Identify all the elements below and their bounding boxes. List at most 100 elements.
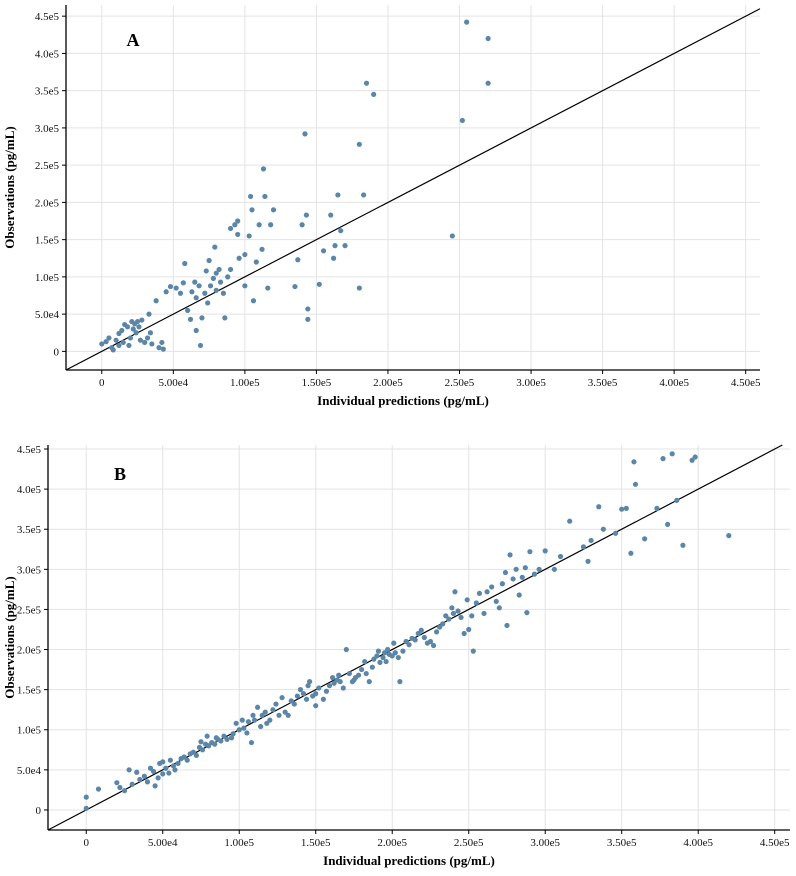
data-point <box>299 222 305 228</box>
y-tick-label: 1.5e5 <box>35 235 60 247</box>
data-point <box>225 274 231 280</box>
data-point <box>136 324 142 330</box>
data-point <box>395 654 401 661</box>
data-point <box>212 244 218 250</box>
data-point <box>246 233 252 239</box>
data-point <box>235 218 241 224</box>
data-point <box>120 339 126 346</box>
data-point <box>342 243 348 249</box>
data-point <box>294 693 300 699</box>
data-point <box>338 228 344 234</box>
data-point <box>155 775 161 781</box>
data-point <box>216 266 222 273</box>
data-point <box>147 330 154 336</box>
data-point <box>163 289 169 295</box>
data-point <box>163 765 169 771</box>
data-point <box>430 642 437 649</box>
x-axis-title: Individual predictions (pg/mL) <box>317 393 489 408</box>
data-point <box>484 589 490 595</box>
data-point <box>285 712 291 718</box>
data-point <box>680 542 686 548</box>
data-point <box>297 687 304 693</box>
y-axis-title: Observations (pg/mL) <box>2 576 17 698</box>
data-point <box>692 454 698 460</box>
data-point <box>83 794 89 800</box>
data-point <box>366 679 372 685</box>
data-point <box>383 658 389 665</box>
data-point <box>628 550 634 556</box>
data-point <box>116 342 122 349</box>
data-point <box>146 311 152 317</box>
data-point <box>103 339 109 345</box>
x-tick-label: 2.50e5 <box>445 377 475 389</box>
data-point <box>166 770 172 776</box>
data-point <box>220 290 227 296</box>
data-point <box>363 670 369 677</box>
y-tick-label: 0 <box>54 346 60 358</box>
panel-label: A <box>127 30 140 50</box>
data-point <box>230 731 236 737</box>
data-point <box>332 243 338 249</box>
data-point <box>335 192 341 198</box>
data-point <box>160 771 166 777</box>
data-point <box>623 505 629 511</box>
data-point <box>144 335 151 341</box>
data-point <box>247 193 254 200</box>
data-point <box>142 339 148 346</box>
panel-label: B <box>114 464 126 484</box>
data-point <box>674 497 680 503</box>
y-tick-label: 0 <box>36 805 42 817</box>
data-point <box>249 207 255 213</box>
y-tick-label: 1.0e5 <box>35 272 60 284</box>
data-point <box>150 768 157 775</box>
data-point <box>144 779 151 785</box>
data-point <box>371 91 377 97</box>
data-point <box>205 300 211 306</box>
data-point <box>270 207 277 213</box>
data-point <box>235 231 241 238</box>
data-point <box>160 346 166 352</box>
data-point <box>167 283 174 290</box>
data-point <box>305 316 311 322</box>
data-point <box>502 569 509 576</box>
x-tick-label: 3.50e5 <box>607 837 637 849</box>
data-point <box>567 518 573 524</box>
x-tick-label: 2.00e5 <box>373 377 403 389</box>
data-point <box>400 648 406 654</box>
y-tick-label: 3.5e5 <box>35 86 60 98</box>
data-point <box>177 290 184 296</box>
data-point <box>127 335 133 341</box>
data-point <box>227 266 234 273</box>
data-point <box>228 735 235 741</box>
data-point <box>95 786 102 792</box>
data-point <box>476 590 483 596</box>
data-point <box>524 610 530 616</box>
data-point <box>316 685 322 691</box>
data-point <box>141 773 147 779</box>
y-tick-label: 1.0e5 <box>17 725 42 737</box>
data-point <box>336 672 342 678</box>
data-point <box>241 725 247 731</box>
data-point <box>114 780 120 786</box>
y-tick-label: 5.0e4 <box>35 309 60 321</box>
data-point <box>83 805 89 811</box>
y-tick-label: 4.5e5 <box>35 11 60 23</box>
x-tick-label: 4.50e5 <box>760 837 790 849</box>
data-point <box>320 248 327 254</box>
y-tick-label: 2.5e5 <box>17 604 42 616</box>
data-point <box>203 268 209 274</box>
data-point <box>450 610 457 617</box>
data-point <box>313 691 319 697</box>
data-point <box>119 327 125 334</box>
data-point <box>279 695 285 701</box>
data-point <box>631 459 637 465</box>
data-point <box>239 717 245 723</box>
data-point <box>493 598 499 605</box>
data-point <box>207 283 214 289</box>
data-point <box>251 717 258 723</box>
data-point <box>224 736 230 742</box>
data-point <box>654 505 660 511</box>
data-point <box>449 233 455 239</box>
data-point <box>359 666 365 673</box>
